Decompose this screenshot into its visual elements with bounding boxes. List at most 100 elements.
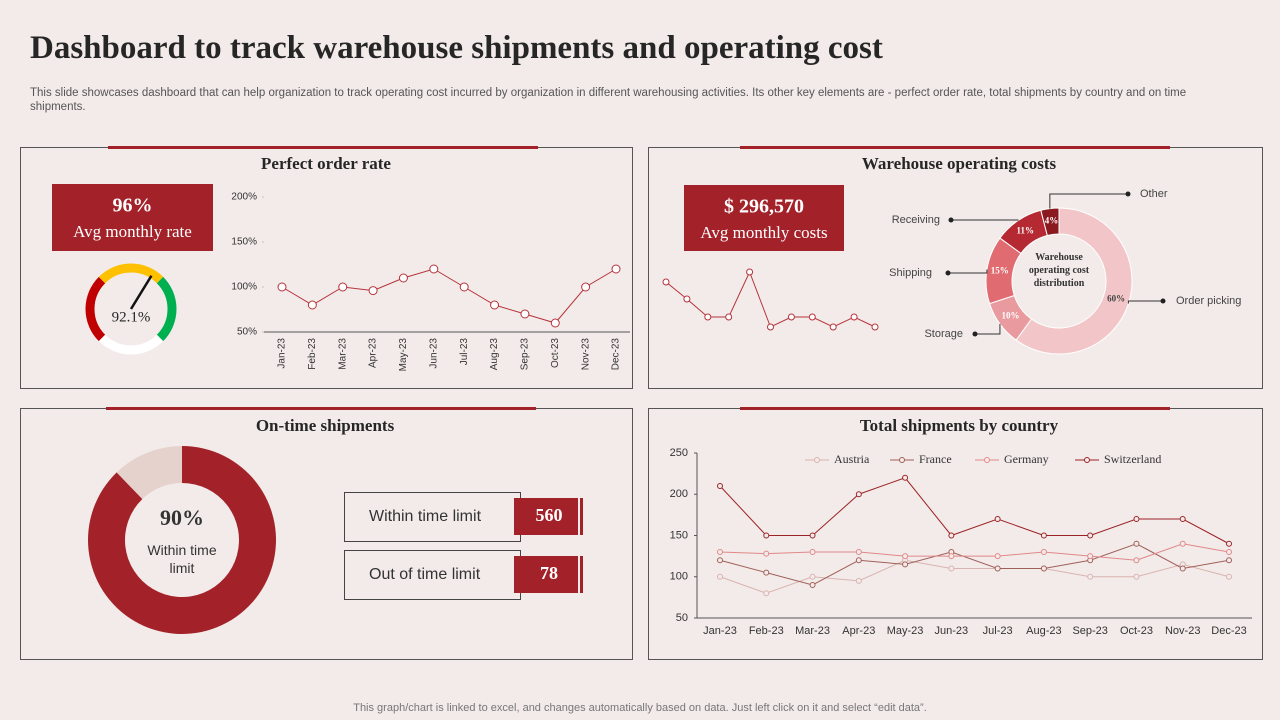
data-point <box>1133 516 1140 522</box>
x-tick-label: Apr-23 <box>368 338 379 368</box>
legend-label: Austria <box>834 452 870 466</box>
data-point <box>368 286 378 296</box>
x-tick-label: May-23 <box>398 338 409 372</box>
x-tick-label: Jun-23 <box>935 625 969 637</box>
legend-label: Germany <box>1004 452 1049 466</box>
callout-label: Shipping <box>889 267 932 279</box>
gauge-band <box>98 263 164 284</box>
slice-label: 15% <box>991 266 1009 276</box>
y-tick-label: 50% <box>237 327 257 338</box>
gauge-band <box>98 334 164 355</box>
data-point <box>767 323 774 331</box>
callout-dot <box>972 331 978 337</box>
series-line <box>719 477 1230 545</box>
data-point <box>763 590 770 597</box>
panel-title: Warehouse operating costs <box>862 154 1057 173</box>
data-point <box>704 313 712 321</box>
rate-line <box>281 268 617 324</box>
gauge-band <box>85 276 106 342</box>
data-point <box>1040 565 1047 572</box>
data-point <box>809 549 816 555</box>
data-point <box>855 491 862 498</box>
data-point <box>725 313 733 321</box>
y-tick-label: 100 <box>670 571 688 583</box>
data-point <box>809 582 816 588</box>
data-point <box>717 573 723 580</box>
x-tick-label: May-23 <box>887 625 924 637</box>
y-tick-label: 150 <box>670 529 688 541</box>
gauge-label: 92.1% <box>112 309 151 325</box>
value-label: 560 <box>536 505 563 525</box>
callout-dot <box>1160 298 1166 304</box>
data-point <box>763 569 770 576</box>
legend-label: Switzerland <box>1104 452 1161 466</box>
slice-label: 11% <box>1017 225 1035 235</box>
kpi-value: 96% <box>113 195 153 217</box>
data-point <box>662 278 670 286</box>
y-tick-label: 200 <box>670 488 688 500</box>
page-title: Dashboard to track warehouse shipments a… <box>30 30 883 66</box>
x-tick-label: Apr-23 <box>842 625 875 637</box>
data-point <box>808 313 816 321</box>
panel-accents <box>106 146 1170 410</box>
series-line <box>719 559 1230 594</box>
data-point <box>307 300 317 310</box>
x-tick-label: Oct-23 <box>550 338 561 368</box>
data-point <box>763 550 770 557</box>
data-point <box>581 282 591 292</box>
data-point <box>490 300 500 310</box>
data-point <box>1179 565 1186 572</box>
data-point <box>763 532 770 539</box>
panel-title: On-time shipments <box>256 416 395 435</box>
x-tick-label: Jan-23 <box>277 338 288 369</box>
data-point <box>902 561 909 568</box>
callout-line <box>1127 300 1163 304</box>
data-point <box>829 323 837 331</box>
callout-dot <box>945 270 951 276</box>
data-point <box>717 557 723 564</box>
data-point <box>338 282 348 292</box>
data-point <box>1087 532 1094 539</box>
x-tick-label: Feb-23 <box>749 625 784 637</box>
value-box <box>514 556 578 593</box>
callout-dot <box>948 217 954 223</box>
footer-note: This graph/chart is linked to excel, and… <box>353 702 927 714</box>
x-tick-label: Feb-23 <box>307 338 318 370</box>
value-box <box>514 498 578 535</box>
data-point <box>994 565 1001 572</box>
data-point <box>1087 553 1094 560</box>
data-point <box>787 313 795 321</box>
data-point <box>855 577 862 584</box>
data-point <box>1226 573 1232 580</box>
value-box-edge <box>580 498 583 535</box>
y-tick-label: 250 <box>670 447 688 459</box>
callout-dot <box>1125 191 1131 197</box>
data-point <box>855 549 862 555</box>
x-tick-label: Nov-23 <box>1165 625 1200 637</box>
legend-marker <box>814 457 820 463</box>
x-tick-label: Jul-23 <box>983 625 1013 637</box>
value-box-edge <box>580 556 583 593</box>
donut-slice <box>116 446 182 500</box>
kpi-caption: Avg monthly costs <box>700 223 827 242</box>
data-point <box>683 295 691 303</box>
legend-marker <box>984 457 990 463</box>
y-tick-label: 100% <box>231 282 257 293</box>
data-point <box>994 516 1001 522</box>
x-tick-label: Jan-23 <box>703 625 737 637</box>
callout-line <box>951 219 1019 221</box>
panel-frame <box>648 147 1263 389</box>
x-tick-label: Sep-23 <box>520 338 531 371</box>
callout-label: Order picking <box>1176 295 1241 307</box>
x-tick-label: Nov-23 <box>580 338 591 371</box>
data-point <box>948 565 955 572</box>
gauge-band <box>156 276 177 342</box>
kpi-caption: Avg monthly rate <box>73 222 192 241</box>
data-point <box>429 264 439 274</box>
data-point <box>809 573 816 580</box>
x-tick-label: Oct-23 <box>1120 625 1153 637</box>
legend-label: Out of time limit <box>369 566 481 583</box>
donut-slice <box>87 446 277 634</box>
data-point <box>809 532 816 539</box>
